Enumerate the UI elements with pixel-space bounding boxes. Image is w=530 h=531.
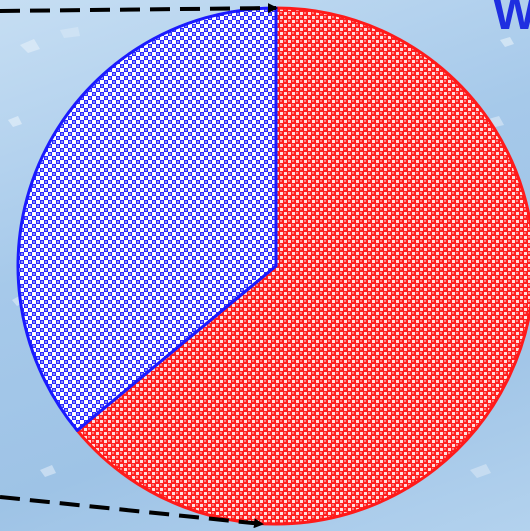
pie-slice-1	[75, 6, 530, 526]
bottom-dashed-arrow	[0, 495, 264, 529]
pie-slice-2	[16, 6, 278, 432]
top-dashed-arrow	[0, 3, 278, 14]
pie-slices	[16, 6, 530, 526]
title-fragment: W	[493, 0, 530, 39]
